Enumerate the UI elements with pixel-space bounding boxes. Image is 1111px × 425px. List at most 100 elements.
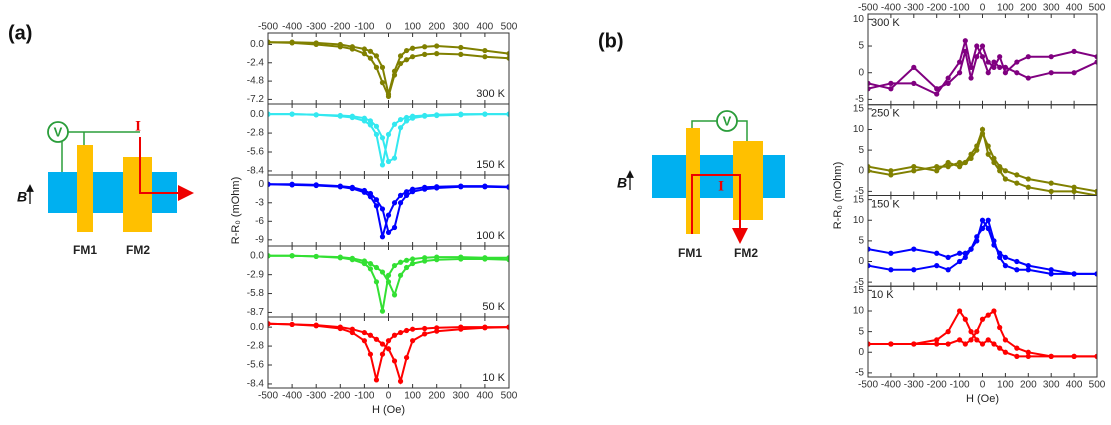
y-tick-label: -4.8 xyxy=(247,76,265,87)
data-point xyxy=(397,329,404,336)
data-point xyxy=(397,192,404,198)
data-point xyxy=(506,111,509,117)
x-tick-label: 400 xyxy=(477,391,494,402)
annotation: 150 K xyxy=(476,159,505,171)
data-point xyxy=(968,337,974,343)
data-point xyxy=(313,112,319,118)
data-point xyxy=(289,181,295,187)
data-point xyxy=(403,192,410,198)
data-point xyxy=(1071,48,1077,54)
data-point xyxy=(974,234,980,240)
data-point xyxy=(957,337,963,343)
x-tick-label: 0 xyxy=(980,3,986,14)
data-point xyxy=(974,54,980,60)
y-tick-label: -5 xyxy=(855,94,864,105)
annotation: 100 K xyxy=(476,230,505,242)
data-point xyxy=(945,329,951,335)
data-point xyxy=(888,250,894,256)
data-point xyxy=(385,279,392,285)
x-tick-label: 200 xyxy=(428,22,445,33)
y-tick-label: 0 xyxy=(258,179,264,190)
data-point xyxy=(1014,345,1020,351)
data-point xyxy=(385,272,392,278)
data-point xyxy=(373,64,380,70)
data-point xyxy=(337,324,343,330)
data-point xyxy=(506,51,509,57)
y-tick-label: -5 xyxy=(855,186,864,197)
data-point xyxy=(1014,172,1020,178)
data-point xyxy=(974,337,980,343)
field-label: B xyxy=(617,175,627,191)
data-point xyxy=(373,264,380,271)
data-point xyxy=(268,181,271,187)
data-point xyxy=(410,189,416,195)
data-point xyxy=(268,39,271,45)
data-point xyxy=(458,112,464,118)
data-point xyxy=(1048,271,1054,277)
data-point xyxy=(962,316,968,322)
data-point xyxy=(506,257,509,263)
data-point xyxy=(1002,168,1009,174)
y-tick-label: -2.8 xyxy=(247,341,265,352)
data-point xyxy=(1071,188,1077,194)
data-point xyxy=(434,328,440,334)
data-point xyxy=(289,39,295,45)
data-point xyxy=(403,354,410,361)
x-tick-label: 300 xyxy=(1043,3,1060,14)
x-tick-label: -200 xyxy=(927,3,947,14)
data-point xyxy=(373,197,380,203)
data-point xyxy=(268,253,271,259)
data-point xyxy=(979,341,986,347)
data-point xyxy=(482,325,488,331)
data-point xyxy=(385,91,392,97)
data-point xyxy=(957,159,963,166)
y-tick-label: 15 xyxy=(853,285,865,296)
data-point xyxy=(397,125,404,131)
data-point xyxy=(379,341,386,347)
x-tick-label: 400 xyxy=(1066,3,1083,14)
data-point xyxy=(934,86,940,92)
voltmeter-label: V xyxy=(723,113,732,128)
x-tick-label: -500 xyxy=(858,380,878,391)
voltmeter-label: V xyxy=(54,124,63,139)
data-point xyxy=(458,256,464,262)
data-point xyxy=(379,162,386,168)
annotation: 300 K xyxy=(871,17,900,29)
data-point xyxy=(391,200,398,206)
data-point xyxy=(985,59,991,65)
electrode xyxy=(733,141,763,220)
voltmeter xyxy=(716,110,738,132)
data-point xyxy=(391,292,398,298)
y-tick-label: 10 xyxy=(853,14,865,25)
x-tick-label: 0 xyxy=(386,391,392,402)
data-point xyxy=(1002,337,1009,343)
data-line xyxy=(268,322,509,381)
data-point xyxy=(391,332,398,338)
data-point xyxy=(361,187,367,194)
data-point xyxy=(506,55,509,61)
x-tick-label: -300 xyxy=(904,380,924,391)
electrode xyxy=(123,157,152,232)
y-tick-label: 0.0 xyxy=(250,39,264,50)
data-point xyxy=(1002,254,1009,260)
data-point xyxy=(506,184,509,190)
data-point xyxy=(868,164,871,170)
data-point xyxy=(361,338,367,344)
data-point xyxy=(911,168,917,174)
data-point xyxy=(934,91,940,97)
data-point xyxy=(1025,54,1031,60)
x-tick-label: 500 xyxy=(501,391,518,402)
data-point xyxy=(997,64,1003,70)
data-point xyxy=(868,86,871,92)
y-tick-label: -5.8 xyxy=(247,288,265,299)
data-line xyxy=(268,183,509,235)
plot-frame xyxy=(867,285,1098,378)
data-point xyxy=(422,325,428,332)
data-line xyxy=(268,41,509,95)
y-tick-label: -2.4 xyxy=(247,57,265,68)
data-point xyxy=(367,332,374,338)
y-tick-label: 5 xyxy=(858,236,864,247)
data-point xyxy=(1025,176,1031,182)
data-point xyxy=(1014,59,1020,65)
wire xyxy=(61,131,140,172)
